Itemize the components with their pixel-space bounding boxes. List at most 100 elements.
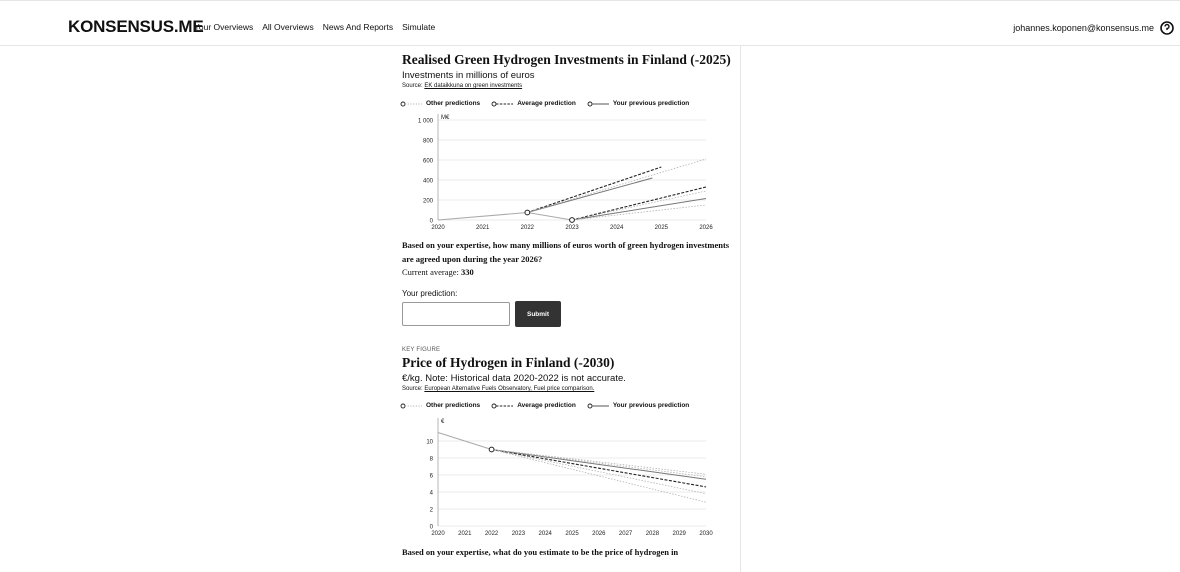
source-link[interactable]: EK dataikkuna on green investments [424,83,523,89]
y-tick-label: 8 [430,457,434,463]
avg-value: 330 [461,267,474,277]
x-tick-label: 2025 [655,225,669,231]
y-tick-label: 10 [426,440,433,446]
y-tick-label: 0 [430,219,434,225]
main-nav: Your Overviews All Overviews News And Re… [194,22,444,32]
x-tick-label: 2020 [431,225,445,231]
series-line-other [491,449,707,475]
data-point-marker[interactable] [488,446,495,453]
chart-legend: Other predictions Average prediction You… [400,402,732,409]
legend-other-swatch [400,101,422,106]
prediction-label: Your prediction: [402,289,458,298]
x-tick-label: 2022 [485,531,499,537]
series-line-history [437,431,492,451]
legend-average-label: Average prediction [517,100,576,107]
column-divider [740,46,741,572]
data-point-marker[interactable] [569,217,575,223]
question-text: Based on your expertise, how many millio… [402,240,730,264]
prediction-input[interactable] [402,302,510,326]
legend-previous: Your previous prediction [587,402,689,409]
series-line-history [437,211,573,221]
prediction-row: Submit [402,301,732,327]
legend-average: Average prediction [491,100,576,107]
data-point-marker[interactable] [524,209,531,216]
source-prefix: Source: [402,83,425,89]
avg-label: Current average: [402,267,461,277]
y-tick-label: 200 [423,199,434,205]
user-menu[interactable]: johannes.koponen@konsensus.me [1013,21,1174,35]
series-line-other [571,190,707,221]
y-tick-label: 1 000 [418,119,434,125]
series-line-average [571,186,707,221]
legend-previous-label: Your previous prediction [612,402,690,409]
x-tick-label: 2029 [673,531,687,537]
legend-average: Average prediction [491,402,576,409]
nav-your-overviews[interactable]: Your Overviews [194,22,254,32]
source-prefix: Source: [402,386,425,392]
x-tick-label: 2024 [610,225,624,231]
series-line-average [491,448,707,488]
series-line-other [527,158,707,213]
nav-simulate[interactable]: Simulate [402,22,436,32]
series-line-previous [571,198,707,221]
y-tick-label: 600 [423,159,434,165]
nav-news-and-reports[interactable]: News And Reports [322,22,394,32]
legend-average-swatch [491,101,514,106]
user-avatar-icon[interactable] [1160,21,1174,35]
legend-other: Other predictions [400,402,480,409]
series-line-previous [491,449,707,480]
key-figure-label: KEY FIGURE [402,347,441,353]
y-tick-label: 4 [430,491,434,497]
x-tick-label: 2028 [646,531,660,537]
series-line-average [527,166,662,214]
card-subtitle: Investments in millions of euros [402,70,535,81]
legend-other: Other predictions [400,100,480,107]
legend-previous-swatch [587,403,609,408]
user-email: johannes.koponen@konsensus.me [1013,23,1154,33]
y-tick-label: 0 [430,525,434,531]
card-title: Price of Hydrogen in Finland (-2030) [402,355,615,370]
y-tick-label: 2 [430,508,434,514]
submit-button[interactable]: Submit [515,301,561,327]
y-tick-label: 800 [423,139,434,145]
card-hydrogen-price: KEY FIGURE Price of Hydrogen in Finland … [400,347,732,557]
x-tick-label: 2022 [521,225,535,231]
x-tick-label: 2024 [539,531,553,537]
legend-other-swatch [400,403,422,408]
card-source: Source: European Alternative Fuels Obser… [402,386,732,392]
x-tick-label: 2030 [699,531,713,537]
investments-chart: 0 200 400 600 800 1 000 M€ 2020 2021 2022 2023 2024… [418,114,713,231]
legend-other-label: Other predictions [426,402,481,409]
source-link[interactable]: European Alternative Fuels Observatory, … [424,386,595,392]
x-tick-label: 2025 [565,531,579,537]
legend-other-label: Other predictions [426,100,481,107]
series-line-other [491,449,707,478]
top-navbar: KONSENSUS.ME Your Overviews All Overview… [0,0,1180,46]
nav-all-overviews[interactable]: All Overviews [262,22,314,32]
x-tick-label: 2023 [565,225,579,231]
hydrogen-price-chart: 0 2 4 6 8 10 €2020 2021 2022 2023 2024 2025 2026 2027… [426,418,713,537]
y-tick-label: 400 [423,179,434,185]
series-line-other [491,449,707,503]
x-tick-label: 2026 [592,531,606,537]
legend-previous: Your previous prediction [587,100,689,107]
card-source: Source: EK dataikkuna on green investmen… [402,83,732,89]
x-tick-label: 2021 [476,225,490,231]
card-green-hydrogen-investments: Realised Green Hydrogen Investments in F… [400,52,732,327]
x-tick-label: 2027 [619,531,633,537]
series-line-other [491,449,707,495]
series-line-previous [527,177,653,213]
main-content: Realised Green Hydrogen Investments in F… [400,46,732,557]
y-tick-label: 6 [430,474,434,480]
x-tick-label: 2026 [699,225,713,231]
legend-average-label: Average prediction [517,402,576,409]
card-subtitle: €/kg. Note: Historical data 2020-2022 is… [402,373,626,384]
brand-logo[interactable]: KONSENSUS.ME [68,17,204,36]
y-unit-label: M€ [441,115,450,121]
question-text: Based on your expertise, what do you est… [402,547,679,557]
series-line-other [571,204,707,221]
legend-previous-label: Your previous prediction [612,100,690,107]
x-tick-label: 2021 [458,531,472,537]
legend-average-swatch [491,403,514,408]
y-unit-label: € [441,419,445,425]
